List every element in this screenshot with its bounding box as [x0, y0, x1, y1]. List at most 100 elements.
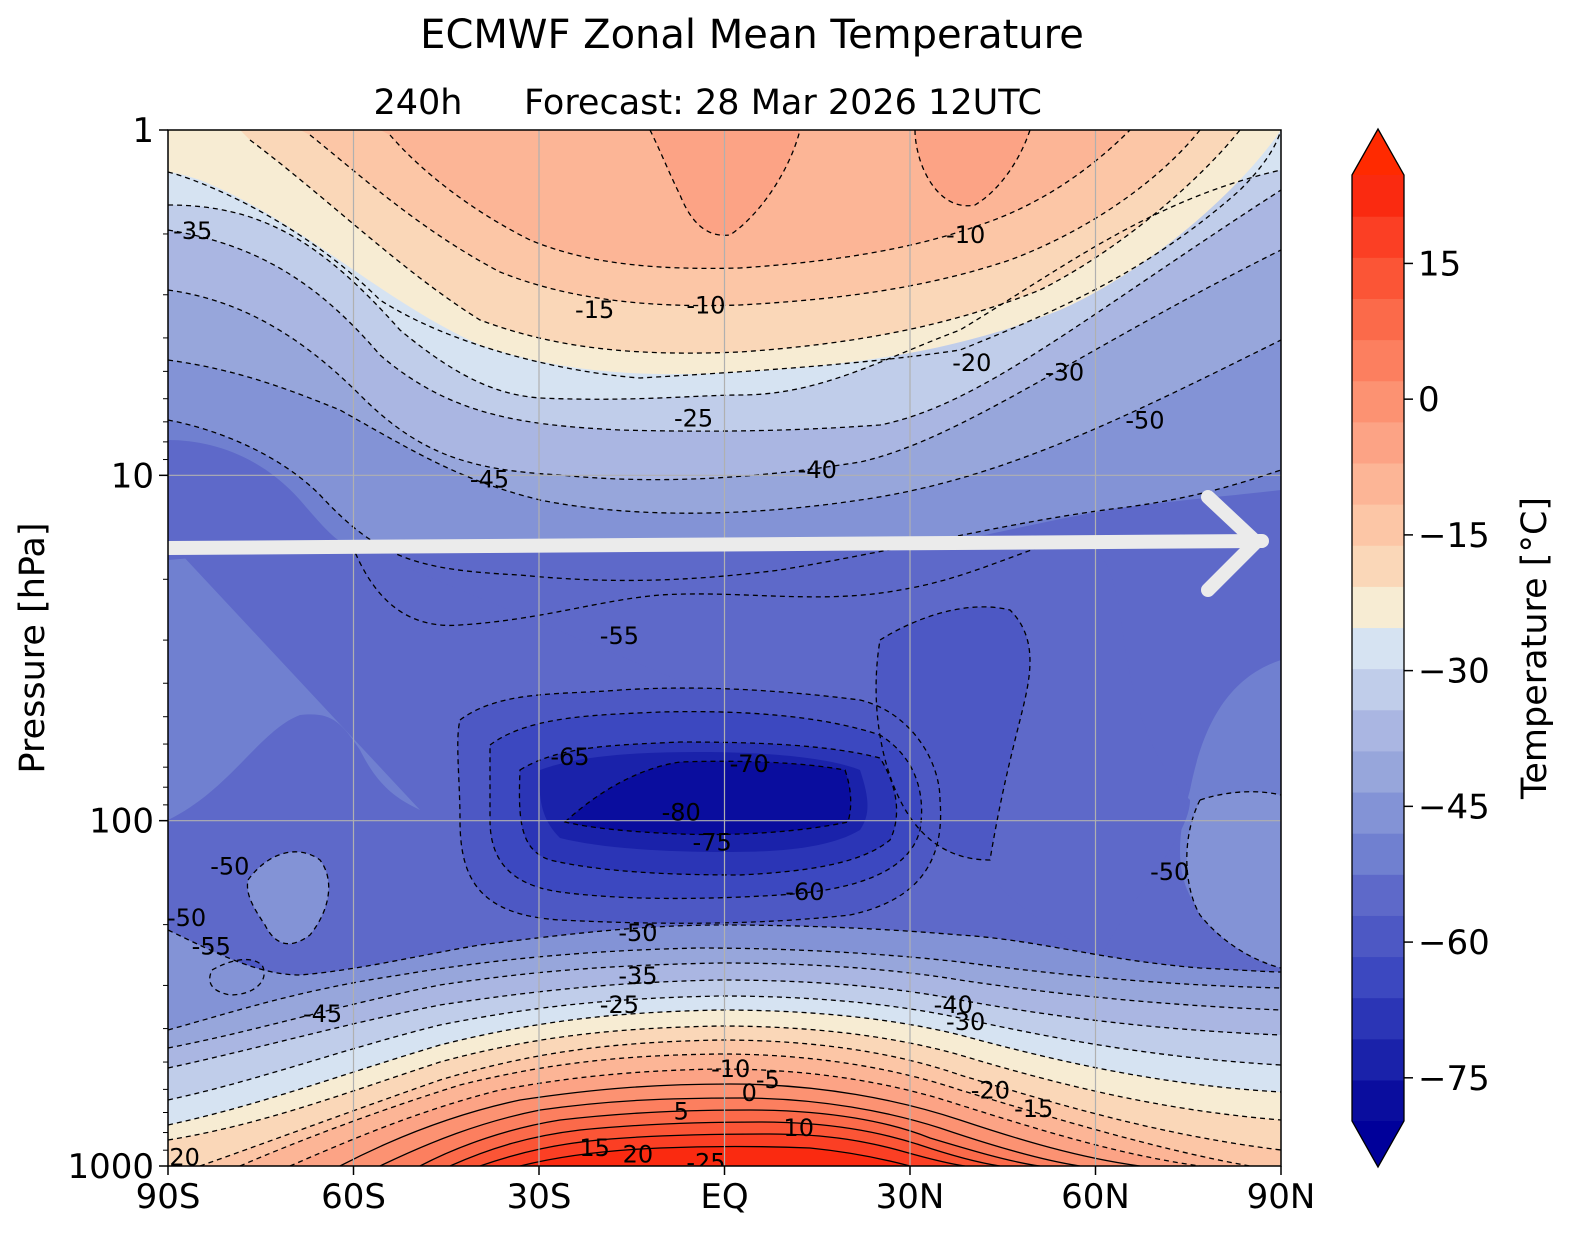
contour-line [519, 1145, 911, 1166]
colorbar-swatch [1352, 216, 1404, 258]
contour-line [239, 1053, 1251, 1166]
contour-label: -15 [1014, 1095, 1053, 1123]
contour-line [168, 947, 1281, 1031]
contour-label: -75 [693, 829, 732, 857]
colorbar-swatch [1352, 421, 1404, 464]
contour-label: -25 [600, 991, 639, 1019]
contour-label: -50 [167, 904, 206, 932]
colorbar-tick-label: −60 [1418, 923, 1490, 963]
contour-label: -10 [686, 291, 725, 319]
contour-plot-area: -35 -15 -10 -10 -20 -30 -25 -50 -45 -40 -55 -65 -70 -… [161, 130, 1281, 1176]
y-tick-label: 10 [111, 456, 154, 496]
y-tick-label: 100 [89, 802, 154, 842]
contour-label: -55 [192, 933, 231, 961]
colorbar-swatch [1352, 380, 1404, 423]
contour-lines-positive [339, 1083, 1141, 1166]
contour-label: -15 [575, 296, 614, 324]
contour-band [168, 340, 1281, 560]
contour-label: 0 [742, 1079, 757, 1107]
contour-band [1186, 791, 1281, 968]
colorbar-swatch [1352, 175, 1404, 217]
contour-line [168, 962, 1281, 1049]
contour-labels: -35 -15 -10 -10 -20 -30 -25 -50 -45 -40 -55 -65 -70 -… [161, 217, 1189, 1176]
x-tick-label: 90N [1247, 1177, 1316, 1217]
contour-label: -10 [711, 1055, 750, 1083]
contour-line [1186, 799, 1281, 969]
contour-label: -65 [550, 743, 589, 771]
colorbar-swatch [1352, 504, 1404, 546]
contour-label: -50 [618, 919, 657, 947]
contour-band [168, 440, 352, 560]
contour-line [168, 419, 1281, 582]
contour-label: -70 [730, 750, 769, 778]
contour-label: -20 [952, 349, 991, 377]
colorbar-tick-label: 0 [1418, 380, 1440, 420]
contour-label: -25 [686, 1148, 725, 1176]
contour-line [563, 760, 852, 836]
contour-label: -50 [1125, 407, 1164, 435]
contour-line [309, 130, 1201, 307]
contour-line [379, 1097, 1081, 1166]
colorbar-extend-high [1352, 129, 1404, 175]
x-tick-label: 60S [321, 1177, 386, 1217]
contour-band [520, 1146, 910, 1166]
contour-line [518, 741, 898, 876]
contour-line [168, 189, 1281, 432]
contour-label: 10 [783, 1114, 814, 1142]
y-axis: 1 10 100 1000 [67, 111, 168, 1187]
contour-line [168, 169, 1281, 400]
y-axis-label: Pressure [hPa] [13, 522, 53, 773]
y-tick-label: 1000 [67, 1147, 154, 1187]
chart-subtitle-lead: 240h [374, 83, 463, 123]
colorbar-tick-label: −15 [1418, 516, 1490, 556]
colorbar-swatch [1352, 1079, 1404, 1122]
contour-label: -30 [1045, 358, 1084, 386]
contour-line [168, 979, 1281, 1069]
wind-direction-arrow [168, 490, 1269, 597]
contour-line [246, 851, 330, 945]
colorbar-tick-label: −30 [1418, 652, 1490, 692]
colorbar-swatch [1352, 709, 1404, 752]
contour-label: -5 [756, 1066, 780, 1094]
colorbar-swatch [1352, 586, 1404, 629]
contour-label: -40 [934, 991, 973, 1019]
arrow-head [1201, 490, 1263, 597]
x-tick-label: 30S [507, 1177, 572, 1217]
colorbar-swatch [1352, 956, 1404, 999]
colorbar-tick-label: 15 [1418, 244, 1461, 284]
colorbar-swatch [1352, 874, 1404, 916]
x-tick-label: 30N [876, 1177, 945, 1217]
contour-label: -45 [303, 1000, 342, 1028]
colorbar-swatch [1352, 462, 1404, 505]
contour-band [247, 851, 329, 944]
colorbar-swatch [1352, 545, 1404, 587]
colorbar-swatch [1352, 257, 1404, 299]
colorbar-tick-label: −45 [1418, 787, 1490, 827]
contour-line [168, 924, 1281, 976]
colorbar-swatch [1352, 668, 1404, 711]
contour-label: -30 [946, 1008, 985, 1036]
contour-line [479, 1133, 966, 1166]
contour-label: -25 [674, 404, 713, 432]
contour-line [389, 130, 1131, 270]
gridlines [168, 130, 1281, 1166]
contour-label: -50 [1150, 858, 1189, 886]
colorbar: 15 0 −15 −30 −45 −60 −75 [1351, 127, 1490, 1169]
contour-line [1199, 791, 1281, 801]
colorbar-swatch [1352, 997, 1404, 1040]
colorbar-swatch [1352, 298, 1404, 341]
arrow-shaft [168, 534, 1269, 555]
contour-label: -20 [161, 1144, 200, 1172]
contour-line [875, 606, 1031, 861]
contour-label: -35 [618, 962, 657, 990]
contour-line [419, 1109, 1041, 1166]
contour-line [489, 710, 923, 900]
chart-subtitle: Forecast: 28 Mar 2026 12UTC [524, 83, 1042, 123]
colorbar-extend-low [1352, 1121, 1404, 1167]
colorbar-tick-label: −75 [1418, 1059, 1490, 1099]
x-tick-label: EQ [700, 1177, 748, 1217]
contour-label: -50 [210, 853, 249, 881]
y-tick-label: 1 [132, 111, 154, 151]
colorbar-swatch [1352, 791, 1404, 834]
